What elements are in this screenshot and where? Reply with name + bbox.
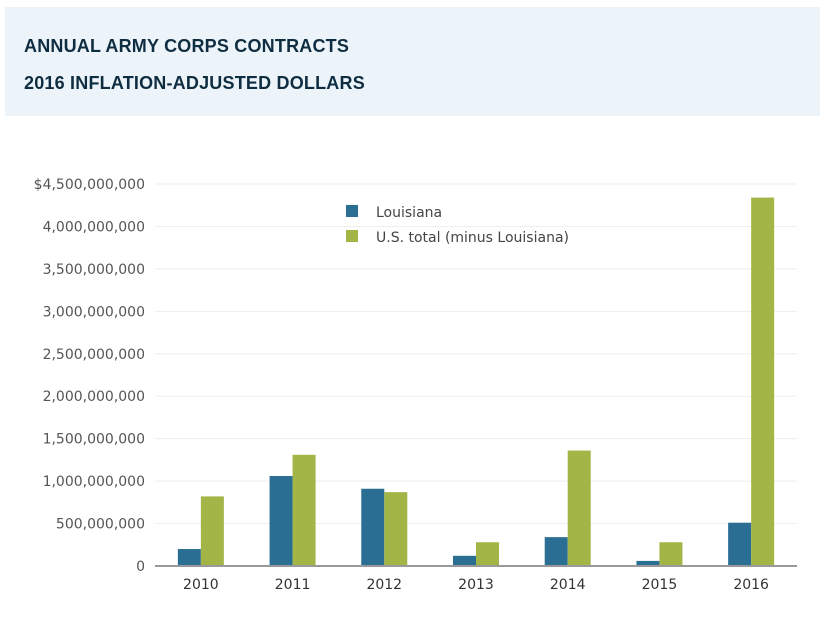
bar-us-total-2014[interactable] bbox=[567, 450, 591, 566]
gridlines bbox=[155, 183, 797, 525]
legend-swatch-us-total bbox=[346, 230, 358, 242]
y-axis-ticks: 0 500,000,000 1,000,000,000 1,500,000,000 2,… bbox=[34, 177, 145, 575]
y-tick-label: 2,500,000,000 bbox=[43, 347, 145, 363]
x-tick-label: 2016 bbox=[733, 577, 769, 593]
y-tick-label: 4,000,000,000 bbox=[43, 219, 145, 235]
bar-us-total-2015[interactable] bbox=[659, 542, 683, 566]
bar-us-total-2012[interactable] bbox=[384, 492, 408, 566]
y-tick-label: 500,000,000 bbox=[56, 517, 145, 533]
bar-louisiana-2015[interactable] bbox=[636, 560, 660, 566]
chart-title: ANNUAL ARMY CORPS CONTRACTS bbox=[24, 36, 350, 56]
y-tick-label: 3,500,000,000 bbox=[43, 262, 145, 278]
y-tick-label: 0 bbox=[136, 559, 145, 575]
x-tick-label: 2013 bbox=[458, 577, 494, 593]
y-tick-label: 2,000,000,000 bbox=[43, 389, 145, 405]
y-tick-label: 3,000,000,000 bbox=[43, 304, 145, 320]
bar-louisiana-2011[interactable] bbox=[269, 476, 293, 566]
y-tick-label: $4,500,000,000 bbox=[34, 177, 145, 193]
x-tick-label: 2010 bbox=[183, 577, 219, 593]
x-axis-ticks: 2010 2011 2012 2013 2014 2015 2016 bbox=[183, 577, 769, 593]
bar-us-total-2010[interactable] bbox=[200, 496, 224, 566]
bar-us-total-2016[interactable] bbox=[751, 197, 775, 567]
chart-header: ANNUAL ARMY CORPS CONTRACTS 2016 INFLATI… bbox=[5, 7, 820, 116]
bar-louisiana-2014[interactable] bbox=[544, 537, 568, 566]
legend-label-us-total: U.S. total (minus Louisiana) bbox=[376, 230, 569, 246]
bar-louisiana-2016[interactable] bbox=[728, 522, 752, 566]
x-tick-label: 2015 bbox=[642, 577, 678, 593]
bar-louisiana-2013[interactable] bbox=[453, 555, 476, 566]
chart-subtitle: 2016 INFLATION-ADJUSTED DOLLARS bbox=[24, 73, 365, 93]
legend-label-louisiana: Louisiana bbox=[376, 205, 442, 221]
bar-louisiana-2012[interactable] bbox=[361, 488, 385, 566]
bar-louisiana-2010[interactable] bbox=[177, 549, 201, 566]
bar-us-total-2013[interactable] bbox=[476, 542, 499, 566]
legend: Louisiana U.S. total (minus Louisiana) bbox=[346, 205, 569, 246]
y-tick-label: 1,500,000,000 bbox=[43, 432, 145, 448]
x-tick-label: 2012 bbox=[366, 577, 402, 593]
x-tick-label: 2014 bbox=[550, 577, 586, 593]
bars bbox=[177, 197, 775, 567]
y-tick-label: 1,000,000,000 bbox=[43, 474, 145, 490]
bar-us-total-2011[interactable] bbox=[292, 454, 316, 566]
x-tick-label: 2011 bbox=[275, 577, 311, 593]
legend-swatch-louisiana bbox=[346, 205, 358, 217]
